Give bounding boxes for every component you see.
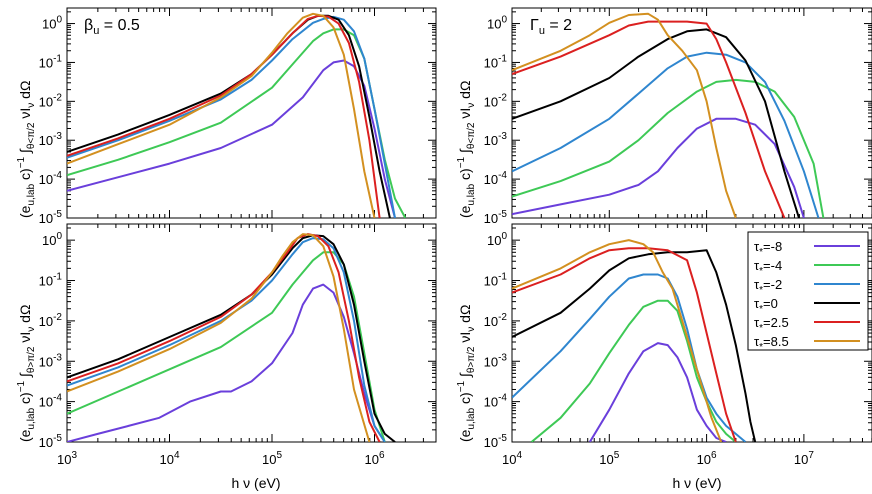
y-tick-label: 10-3	[39, 352, 63, 369]
y-tick-label: 10-2	[484, 312, 508, 329]
series-line--4	[530, 299, 737, 442]
legend: τ*=-8τ*=-4τ*=-2τ*=0τ*=2.5τ*=8.5	[747, 231, 869, 353]
legend-label: τ*=0	[754, 296, 778, 315]
panel-top-left: 100 10-1 10-2 10-3 10-4 10-5	[39, 7, 437, 226]
series-line-0	[512, 28, 800, 218]
series-line-2p5	[512, 20, 786, 218]
x-tick-label: 103	[57, 450, 77, 467]
legend-box	[747, 231, 869, 351]
y-tick-label: 10-1	[39, 53, 63, 70]
series-line--8	[67, 283, 386, 442]
series-line--4	[512, 78, 825, 218]
y-tick-label: 10-2	[39, 92, 63, 109]
y-tick-label: 10-1	[39, 272, 63, 289]
y-tick-label: 10-2	[39, 312, 63, 329]
xlabel-right: h ν (eV)	[672, 475, 721, 491]
xlabel-left: h ν (eV)	[231, 475, 280, 491]
series-line--8	[512, 117, 805, 218]
y-tick-label: 100	[42, 231, 62, 248]
plot-frame	[66, 223, 437, 443]
x-tick-label: 104	[502, 450, 522, 467]
y-tick-label: 10-4	[39, 393, 63, 410]
y-tick-label: 10-5	[39, 433, 63, 450]
y-tick-label: 10-5	[484, 209, 508, 226]
y-tick-label: 10-3	[39, 131, 63, 148]
legend-label: τ*=-2	[754, 277, 782, 296]
series-line--2	[67, 237, 386, 442]
series-line-8p5	[512, 239, 723, 442]
y-tick-label: 10-1	[484, 272, 508, 289]
y-tick-label: 10-4	[484, 393, 508, 410]
series-line-0	[512, 249, 757, 442]
y-tick-label: 10-3	[484, 131, 508, 148]
legend-label: τ*=8.5	[754, 334, 789, 353]
y-tick-label: 100	[487, 231, 507, 248]
y-tick-label: 100	[487, 15, 507, 32]
panel-top-right: 100 10-1 10-2 10-3 10-4 10-5	[484, 7, 872, 226]
ylabel-lower-left: (eu,lab c)−1 ∫θ>π/2 νIν dΩ	[16, 305, 37, 442]
series-line-8p5	[67, 233, 371, 442]
legend-label: τ*=2.5	[754, 315, 789, 334]
series-line-2p5	[512, 247, 737, 442]
legend-label: τ*=-8	[754, 239, 782, 258]
y-tick-label: 10-3	[484, 352, 508, 369]
series-line--2	[67, 15, 396, 218]
panel-label-left: βu = 0.5	[84, 17, 140, 37]
x-tick-label: 107	[794, 450, 814, 467]
series-line--2	[512, 51, 820, 218]
series-line--8	[67, 59, 396, 218]
y-tick-label: 10-4	[484, 170, 508, 187]
y-tick-label: 10-5	[484, 433, 508, 450]
series-line--4	[67, 28, 407, 218]
series-line-2p5	[67, 14, 381, 218]
series-line-2p5	[67, 233, 381, 442]
y-tick-label: 10-5	[39, 209, 63, 226]
series-line-8p5	[67, 12, 376, 218]
x-tick-label: 106	[697, 450, 717, 467]
legend-label: τ*=-4	[754, 258, 782, 277]
panel-label-right: Γu = 2	[530, 17, 572, 37]
x-tick-label: 104	[159, 450, 179, 467]
ylabel-lower-right: (eu,lab c)−1 ∫θ>π/2 νIν dΩ	[456, 305, 477, 442]
x-tick-label: 106	[364, 450, 384, 467]
plot-frame	[66, 7, 437, 219]
series-line--4	[67, 251, 386, 442]
y-tick-label: 100	[42, 15, 62, 32]
series-line--8	[588, 342, 727, 442]
y-tick-label: 10-4	[39, 170, 63, 187]
y-tick-label: 10-1	[484, 53, 508, 70]
x-tick-label: 105	[599, 450, 619, 467]
x-tick-label: 105	[262, 450, 282, 467]
ylabel-upper-right: (eu,lab c)−1 ∫θ<π/2 νIν dΩ	[456, 81, 477, 218]
series-line-8p5	[512, 12, 737, 218]
ylabel-upper-left: (eu,lab c)−1 ∫θ<π/2 νIν dΩ	[16, 81, 37, 218]
y-tick-label: 10-2	[484, 92, 508, 109]
